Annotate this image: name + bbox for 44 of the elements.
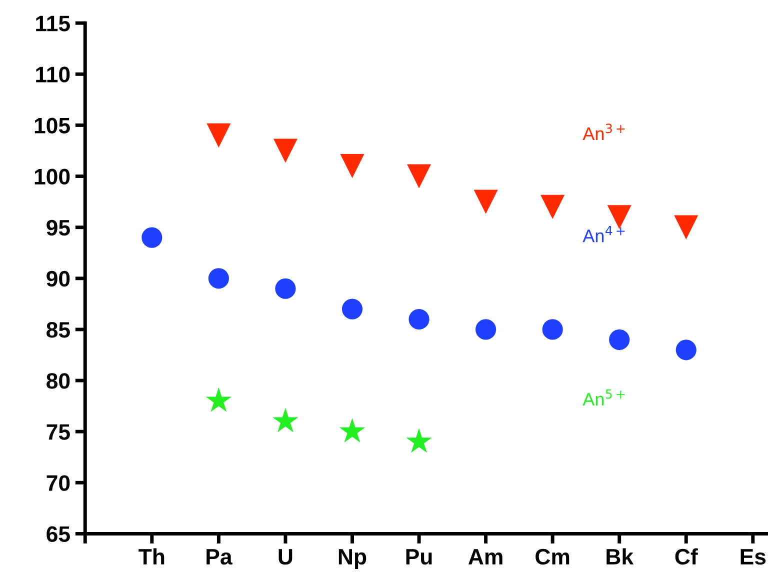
- point: [275, 278, 296, 299]
- point: [406, 164, 432, 188]
- point: [206, 123, 231, 148]
- y-tick-label: 95: [46, 220, 70, 236]
- point: [540, 194, 565, 219]
- x-tick-label: Pa: [206, 549, 232, 565]
- x-tick-label: Cm: [536, 548, 570, 565]
- x-tick-label: Es: [740, 549, 766, 565]
- y-tick-label: 70: [46, 475, 70, 491]
- y-tick-label: 85: [46, 322, 70, 338]
- point: [273, 138, 298, 163]
- point: [676, 340, 696, 360]
- x-tick-label: Bk: [606, 548, 634, 564]
- y-tick-label: 65: [46, 526, 70, 542]
- point: [208, 268, 229, 289]
- x-tick-label: U: [278, 549, 292, 565]
- y-tick-label: 75: [46, 424, 70, 440]
- y-tick-label: 90: [46, 270, 70, 287]
- point: [339, 418, 366, 443]
- x-tick-label: Am: [468, 549, 502, 564]
- y-tick-label: 80: [46, 373, 70, 389]
- text: An$^{5+}$: [582, 389, 625, 406]
- point: [476, 319, 496, 340]
- point: [674, 215, 698, 240]
- point: [408, 308, 430, 330]
- y-tick-label: 100: [34, 168, 70, 185]
- point: [272, 408, 298, 432]
- x-tick-label: Cf: [675, 548, 698, 565]
- point: [342, 298, 363, 320]
- point: [206, 387, 232, 412]
- x-tick-label: Pu: [406, 549, 432, 565]
- x-tick-label: Th: [138, 548, 164, 564]
- y-tick-label: 115: [36, 16, 70, 32]
- point: [142, 227, 162, 248]
- text: An$^{3+}$: [582, 124, 625, 140]
- point: [542, 319, 563, 340]
- y-tick-label: 105: [34, 118, 70, 134]
- y-tick-label: 110: [36, 66, 70, 82]
- text: An$^{4+}$: [582, 226, 625, 242]
- point: [609, 329, 630, 350]
- x-tick-label: Np: [338, 549, 366, 570]
- point: [340, 154, 364, 178]
- point: [406, 428, 432, 453]
- point: [474, 190, 498, 214]
